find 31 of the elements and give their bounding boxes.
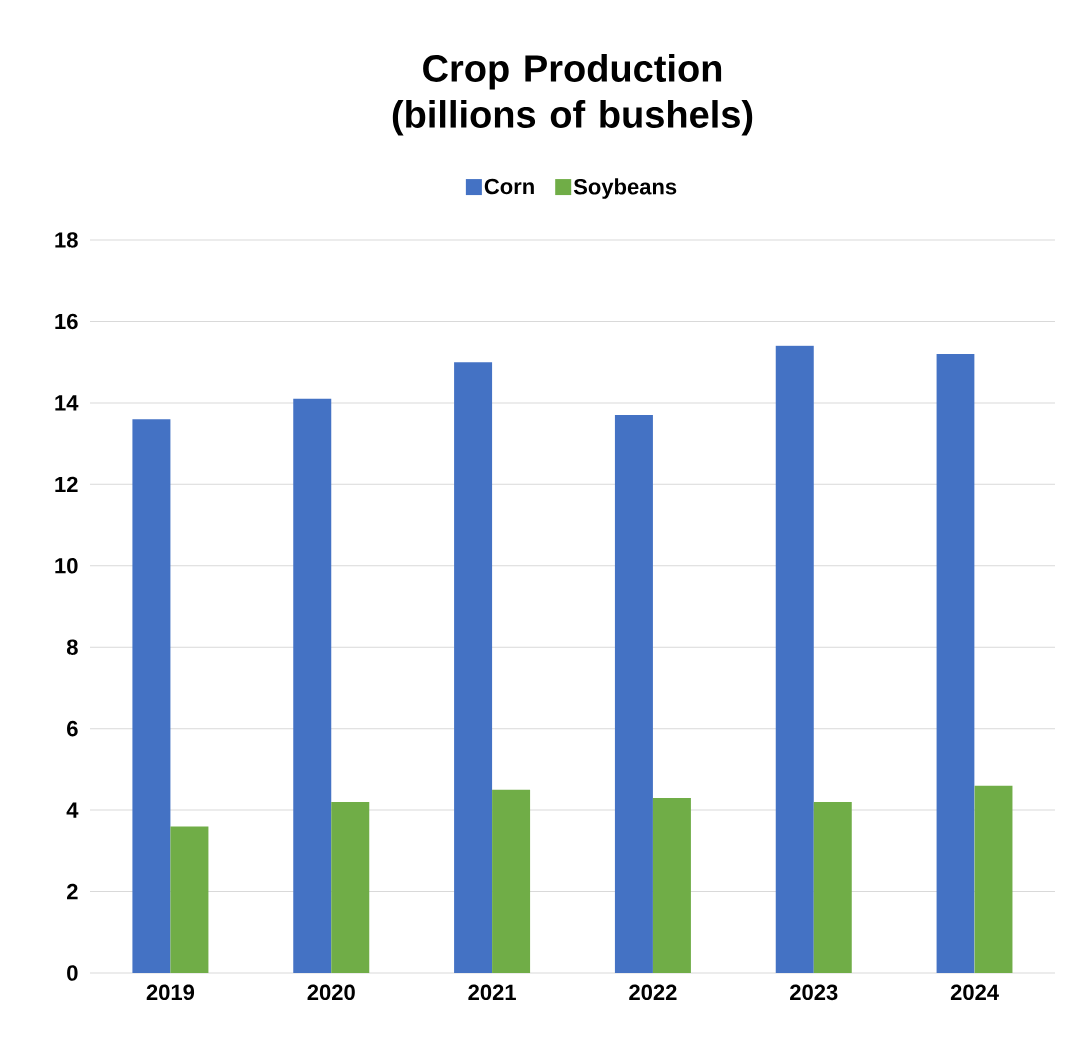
bar bbox=[813, 801, 852, 973]
y-tick-label: 4 bbox=[66, 802, 79, 818]
bar bbox=[454, 362, 493, 973]
chart-title: Crop Production (billions of bushels) bbox=[392, 54, 753, 136]
legend-label: Corn bbox=[484, 178, 534, 195]
y-tick-label: 14 bbox=[55, 395, 79, 411]
x-tick-label: 2024 bbox=[950, 984, 999, 1001]
bar bbox=[293, 398, 332, 973]
bar bbox=[775, 345, 814, 973]
bar bbox=[170, 826, 209, 973]
x-tick-label: 2021 bbox=[468, 984, 516, 1001]
x-tick-label: 2020 bbox=[307, 984, 355, 1001]
y-tick-label: 2 bbox=[67, 883, 78, 900]
y-tick-label: 8 bbox=[66, 639, 78, 656]
y-tick-label: 0 bbox=[67, 965, 78, 981]
bar bbox=[492, 789, 531, 973]
bar bbox=[652, 797, 691, 973]
bar bbox=[132, 419, 171, 973]
y-tick-label: 10 bbox=[55, 557, 78, 574]
x-tick-label: 2023 bbox=[790, 984, 838, 1001]
y-tick-label: 16 bbox=[55, 313, 78, 330]
y-tick-label: 12 bbox=[55, 476, 78, 493]
bar bbox=[614, 415, 653, 973]
x-tick-label: 2022 bbox=[629, 984, 677, 1001]
y-tick-label: 18 bbox=[55, 232, 78, 248]
bar bbox=[974, 785, 1013, 973]
legend-label: Soybeans bbox=[573, 178, 677, 199]
bar bbox=[936, 354, 975, 973]
y-tick-label: 6 bbox=[67, 720, 78, 737]
bar bbox=[331, 801, 370, 973]
x-tick-label: 2019 bbox=[146, 984, 195, 1001]
